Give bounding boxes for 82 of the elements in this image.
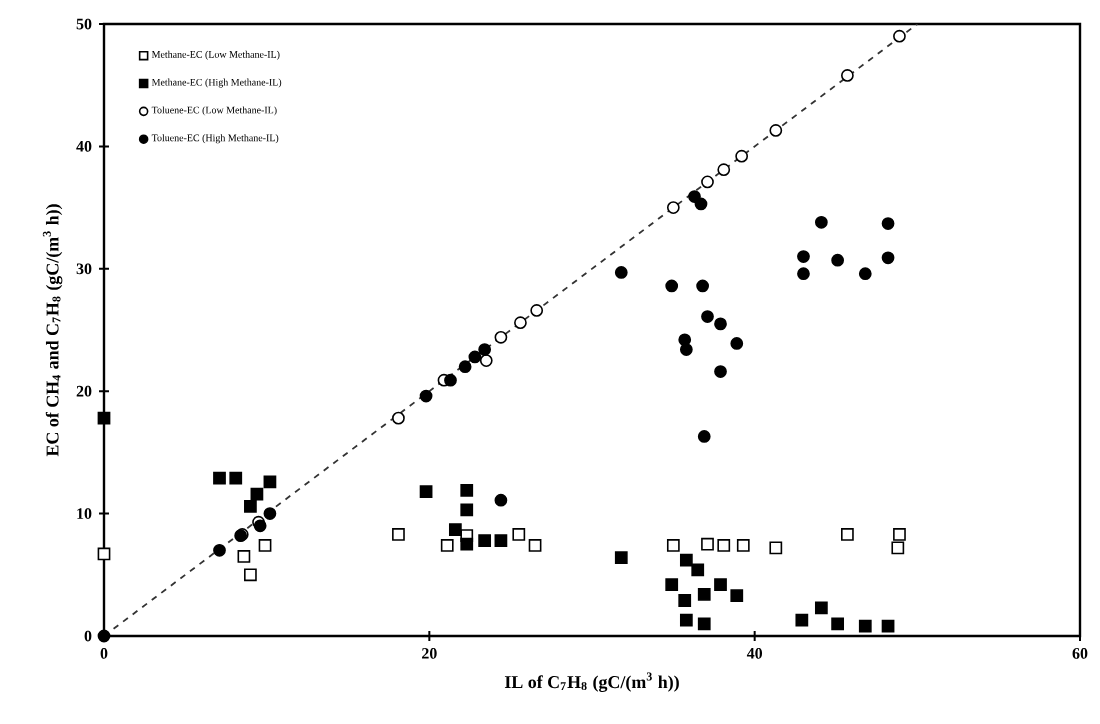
point [814,601,828,615]
point [237,550,251,563]
point [881,251,895,265]
point [614,551,628,565]
text: EC of CH$_{4}$ and C$_{7}$H$_{8}$ (gC/(m$^{3}$ h)) [42,204,63,457]
point [735,149,749,163]
point [244,499,257,513]
point [730,337,744,350]
point [666,539,680,552]
point [881,619,895,633]
x-axis-title: IL of C$_{7}$H$_{8}$ (gC/(m$^{3}$ h)) [504,672,679,692]
point [512,528,526,541]
point [478,343,492,356]
point [679,343,693,356]
point [440,539,454,552]
point [679,613,693,627]
point [841,528,854,541]
point [891,541,905,555]
point [893,29,906,43]
point [258,539,272,552]
point [697,588,711,601]
point [514,316,527,330]
point [97,547,111,561]
point [717,163,731,177]
point [494,493,508,507]
point [528,539,542,552]
point [679,553,693,567]
point [448,523,462,536]
point [797,250,810,263]
point [460,483,474,497]
point [263,507,277,520]
point [494,534,508,547]
point [244,568,257,582]
point [736,539,750,552]
point [229,471,243,485]
point [831,617,845,631]
point [392,528,405,541]
point [419,485,433,498]
point [530,304,544,317]
point [841,69,854,82]
point [691,563,705,577]
point [468,350,482,364]
point [678,594,692,607]
point [478,534,492,547]
point [392,411,405,425]
point [263,475,277,489]
point [697,430,711,443]
point [460,503,474,517]
point [97,411,111,425]
point [717,539,731,552]
point [694,197,708,211]
point [665,578,679,591]
point [814,215,828,229]
point [795,613,809,627]
point [696,279,709,293]
point [730,589,744,602]
point [831,253,845,267]
point [458,360,472,374]
point [881,217,895,230]
point [701,175,714,189]
point [858,267,872,281]
point [769,541,783,555]
point [858,619,872,633]
point [444,373,457,387]
point [714,317,727,331]
point [666,201,680,214]
point [797,267,810,281]
point [714,578,727,591]
point [419,389,433,403]
point [460,537,474,551]
point [701,310,714,323]
point [250,487,264,501]
point [213,543,226,557]
point [714,365,727,378]
point [665,279,679,293]
point [213,471,226,485]
point [701,537,714,551]
point [893,528,906,541]
point [614,266,628,279]
point [494,330,508,344]
point [769,124,783,137]
point [697,617,711,631]
